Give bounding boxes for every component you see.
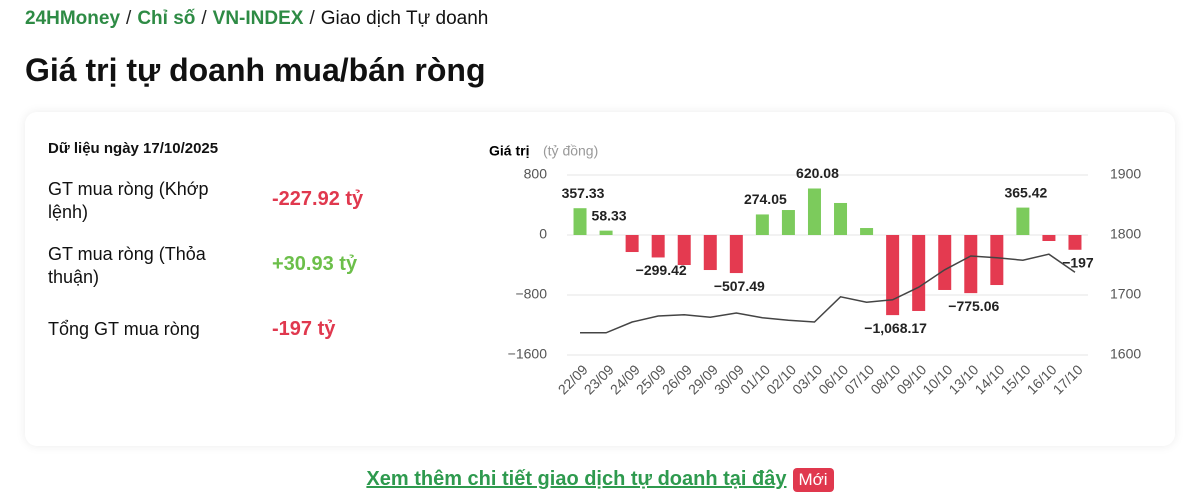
y-tick-label: −800 bbox=[515, 286, 547, 302]
value-label: −299.42 bbox=[636, 262, 687, 278]
crumb-link[interactable]: Chỉ số bbox=[137, 8, 196, 29]
value-label: −775.06 bbox=[948, 298, 999, 314]
value-label: 58.33 bbox=[592, 207, 627, 223]
row-value: -197 tỷ bbox=[272, 318, 336, 340]
x-tick-label: 17/10 bbox=[1050, 361, 1086, 397]
y-tick-label: −1600 bbox=[508, 346, 548, 362]
value-label: −507.49 bbox=[714, 278, 765, 294]
line bbox=[580, 253, 1076, 334]
value-label: 357.33 bbox=[562, 185, 605, 201]
bar bbox=[1042, 235, 1056, 241]
bar bbox=[964, 235, 978, 294]
page-title: Giá trị tự doanh mua/bán ròng bbox=[25, 52, 486, 88]
value-label: −197 bbox=[1062, 254, 1094, 270]
bar bbox=[990, 235, 1004, 286]
y-unit: (tỷ đồng) bbox=[543, 143, 598, 159]
crumb-sep: / bbox=[201, 8, 207, 29]
row-value: -227.92 tỷ bbox=[272, 188, 364, 210]
bar bbox=[860, 228, 874, 235]
bar bbox=[781, 210, 795, 235]
y-label: Giá trị bbox=[489, 143, 529, 159]
bar bbox=[1016, 207, 1030, 235]
detail-link[interactable]: Xem thêm chi tiết giao dịch tự doanh tại… bbox=[366, 468, 787, 490]
bar bbox=[912, 235, 926, 311]
bar bbox=[886, 235, 900, 316]
value-label: 365.42 bbox=[1004, 184, 1047, 200]
row-label: GT mua ròng (Thỏa thuận) bbox=[48, 244, 206, 287]
y-tick-label: 0 bbox=[539, 226, 547, 242]
y2-tick-label: 1900 bbox=[1110, 166, 1141, 182]
bar bbox=[729, 235, 743, 274]
card bbox=[25, 112, 1175, 446]
bar bbox=[573, 208, 587, 235]
crumb-link[interactable]: 24HMoney bbox=[25, 8, 121, 29]
breadcrumb: 24HMoney / Chỉ số / VN-INDEX / Giao dịch Tự do… bbox=[25, 8, 488, 30]
value-label: 620.08 bbox=[796, 165, 839, 181]
chart: Giá trị (tỷ đồng) −1600 −800 0 800 1600 1700 1… bbox=[489, 143, 1141, 398]
value-label: −1,068.17 bbox=[864, 320, 927, 336]
bar bbox=[755, 214, 769, 235]
crumb-current: Giao dịch Tự doanh bbox=[320, 8, 489, 29]
bar bbox=[807, 188, 821, 235]
row-label: Tổng GT mua ròng bbox=[48, 319, 200, 339]
value-label: 274.05 bbox=[744, 191, 787, 207]
bar bbox=[938, 235, 952, 290]
new-badge: Mới bbox=[792, 468, 834, 492]
bar bbox=[703, 235, 717, 271]
date-label: Dữ liệu ngày 17/10/2025 bbox=[48, 140, 219, 157]
bar bbox=[834, 202, 848, 235]
bar bbox=[1068, 235, 1082, 250]
row-value: +30.93 tỷ bbox=[272, 253, 358, 275]
footer: Xem thêm chi tiết giao dịch tự doanh tại… bbox=[0, 468, 1200, 492]
row-label: GT mua ròng (Khớp lệnh) bbox=[48, 179, 209, 222]
crumb-sep: / bbox=[309, 8, 315, 29]
crumb-link[interactable]: VN-INDEX bbox=[212, 8, 304, 29]
bar bbox=[677, 235, 691, 265]
y2-tick-label: 1800 bbox=[1110, 226, 1141, 242]
bar bbox=[651, 235, 665, 258]
crumb-sep: / bbox=[126, 8, 132, 29]
y-tick-label: 800 bbox=[524, 166, 548, 182]
y2-tick-label: 1600 bbox=[1110, 346, 1141, 362]
bar bbox=[599, 230, 613, 235]
bar bbox=[625, 235, 639, 253]
y2-tick-label: 1700 bbox=[1110, 286, 1141, 302]
